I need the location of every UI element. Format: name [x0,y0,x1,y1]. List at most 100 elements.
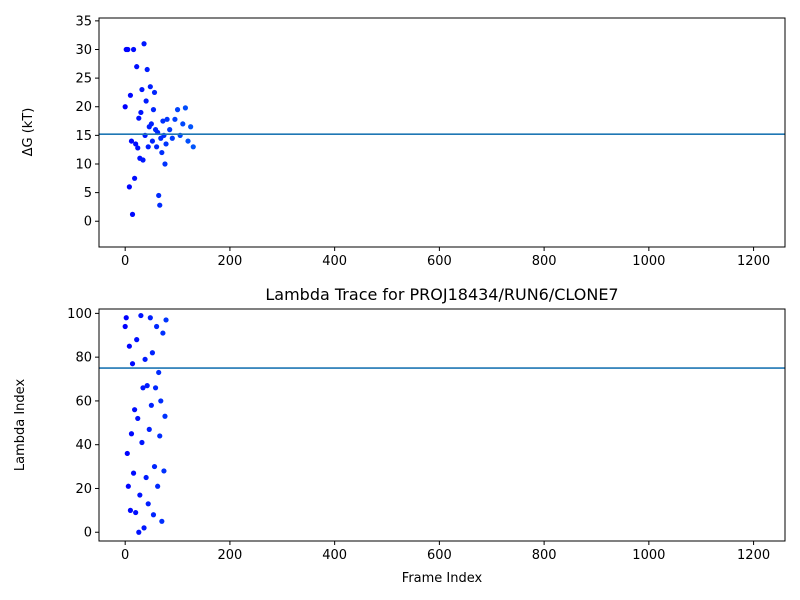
top-data-point [133,141,139,147]
bottom-subplot: Lambda Trace for PROJ18434/RUN6/CLONE7 0… [13,285,786,586]
bottom-data-point [161,468,167,474]
top-data-point [164,116,170,122]
top-data-point [169,135,175,141]
bottom-data-point [157,433,163,439]
top-data-point [128,138,135,144]
bottom-data-point [146,426,152,432]
bottom-data-point [141,525,147,531]
bottom-data-point [158,398,164,404]
bottom-data-point [124,450,130,457]
top-data-point [185,138,191,144]
bottom-y-tick-label: 80 [75,351,92,366]
bottom-data-point [135,415,141,422]
top-data-point [141,41,147,47]
bottom-data-point [159,518,165,524]
top-axes-frame [98,17,786,248]
top-data-point [167,127,173,133]
bottom-x-tick-label: 0 [121,548,129,563]
bottom-axes-frame [98,308,786,542]
top-data-point [150,107,157,113]
bottom-data-point [130,470,137,476]
top-y-tick-label: 10 [75,157,92,172]
bottom-data-point [123,315,129,321]
top-data-point [180,121,186,127]
top-data-point [132,175,138,181]
top-data-point [136,115,142,121]
bottom-data-point [145,501,151,507]
bottom-data-point [155,483,161,489]
bottom-x-tick-label: 400 [322,548,347,563]
top-y-tick-label: 25 [75,72,92,87]
top-y-tick-label: 15 [75,129,92,144]
top-x-tick-label: 200 [218,254,243,269]
bottom-data-point [138,312,144,319]
top-data-point [190,144,196,150]
bottom-data-point [151,463,158,470]
bottom-data-point [163,317,169,323]
top-data-point [127,92,134,98]
top-x-tick-label: 1200 [737,254,770,269]
top-data-point [174,107,181,113]
top-x-tick-label: 400 [322,254,347,269]
bottom-data-point [154,323,160,330]
bottom-x-tick-label: 800 [532,548,557,563]
bottom-data-point [152,385,159,391]
top-y-tick-label: 30 [75,43,92,58]
bottom-y-tick-label: 0 [84,526,92,541]
bottom-y-tick-label: 20 [75,482,92,497]
top-data-point [154,144,160,150]
bottom-data-point [134,337,140,343]
bottom-data-point [142,356,148,362]
top-data-point [163,141,169,147]
top-data-point [140,157,146,163]
top-y-tick-label: 35 [75,14,92,29]
top-data-point [182,105,188,111]
bottom-y-ticks: 0 20 40 60 80 100 [67,307,99,541]
bottom-data-point [129,361,136,367]
top-data-point [144,66,150,73]
bottom-data-point [150,512,157,518]
bottom-y-tick-label: 60 [75,394,92,409]
bottom-data-point [156,369,162,376]
top-x-tick-label: 0 [121,254,129,269]
bottom-x-ticks: 0 200 400 600 800 1000 1200 [121,541,770,563]
top-y-tick-label: 0 [84,215,92,230]
top-data-point [134,64,140,70]
bottom-data-point [144,383,150,389]
top-subplot: 0 200 400 600 800 1000 1200 0 5 10 15 20 25 30 35 ΔG … [21,14,786,269]
top-data-point [188,124,194,130]
top-data-point [143,98,149,104]
top-data-point [122,104,128,110]
top-data-point [138,109,144,116]
top-data-point [126,184,132,190]
bottom-data-point [137,492,143,498]
bottom-data-point [147,315,153,321]
bottom-data-point [143,474,149,481]
top-data-point [125,46,131,53]
top-x-ticks: 0 200 400 600 800 1000 1200 [121,247,770,269]
bottom-x-tick-label: 1000 [632,548,665,563]
bottom-data-point [122,323,128,330]
top-y-axis-label: ΔG (kT) [21,108,36,157]
bottom-y-axis-label: Lambda Index [13,379,28,472]
top-x-tick-label: 600 [427,254,452,269]
bottom-data-point [148,402,154,408]
bottom-data-point [149,350,156,356]
top-data-point [162,161,168,167]
top-data-point [129,211,136,217]
bottom-data-point [133,509,139,516]
top-y-ticks: 0 5 10 15 20 25 30 35 [75,14,99,230]
bottom-y-tick-label: 40 [75,438,92,453]
top-data-point [159,149,165,156]
top-data-point [156,192,162,199]
bottom-data-point [139,439,145,446]
bottom-x-tick-label: 1200 [737,548,770,563]
top-x-tick-label: 800 [532,254,557,269]
bottom-data-point [132,407,138,413]
top-data-point [172,116,178,122]
bottom-x-axis-label: Frame Index [402,571,483,586]
bottom-data-point [136,529,142,535]
bottom-y-tick-label: 100 [67,307,92,322]
bottom-data-point [140,385,146,391]
